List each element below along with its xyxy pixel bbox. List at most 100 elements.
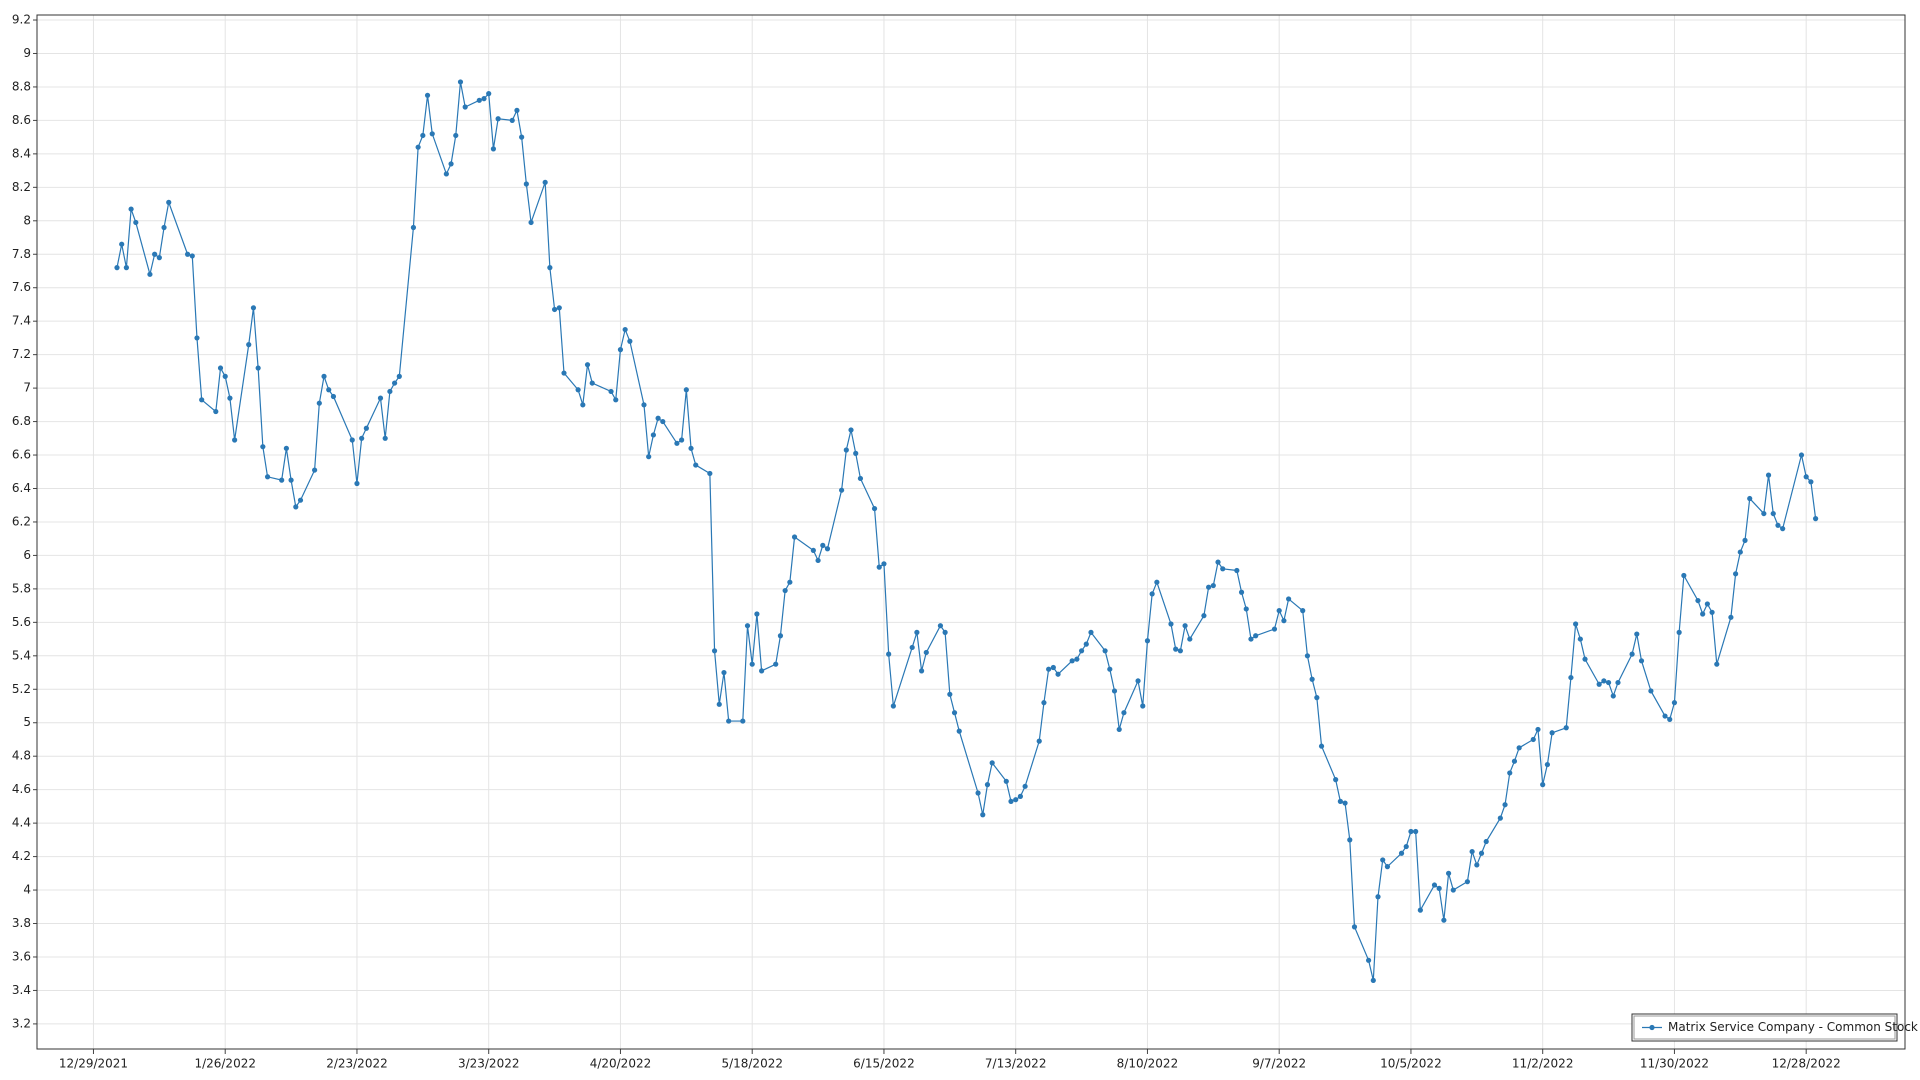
data-point	[194, 335, 200, 341]
data-point	[1634, 631, 1640, 637]
data-point	[759, 668, 765, 674]
data-point	[246, 342, 252, 348]
data-point	[359, 435, 365, 441]
data-point	[556, 305, 562, 311]
data-point	[1648, 688, 1654, 694]
data-point	[1055, 671, 1061, 677]
data-point	[1761, 510, 1767, 517]
data-point	[415, 144, 421, 150]
data-point	[1733, 571, 1739, 577]
data-point	[1709, 609, 1715, 615]
data-point	[1681, 572, 1687, 579]
data-point	[1445, 870, 1452, 876]
x-tick-label: 9/7/2022	[1252, 1057, 1306, 1071]
data-point	[1121, 710, 1127, 716]
data-point	[1502, 802, 1508, 808]
y-tick-label: 6.4	[12, 481, 31, 495]
data-point	[1333, 777, 1339, 783]
data-point	[1314, 695, 1320, 701]
data-point	[1530, 736, 1536, 743]
data-point	[1700, 611, 1706, 617]
data-point	[184, 251, 191, 257]
data-point	[250, 305, 257, 311]
data-point	[1234, 567, 1240, 574]
data-point	[1398, 850, 1405, 856]
data-point	[1154, 579, 1160, 585]
data-point	[777, 633, 784, 639]
data-point	[222, 373, 228, 379]
plot-frame	[36, 14, 1906, 1050]
data-point	[890, 703, 896, 709]
data-point	[956, 728, 962, 734]
data-point	[486, 91, 492, 97]
data-point	[617, 347, 624, 353]
data-point	[876, 564, 882, 570]
y-tick-label: 4	[23, 883, 31, 897]
data-point	[1714, 661, 1720, 667]
data-point	[128, 206, 134, 212]
series-line	[116, 81, 1817, 981]
y-tick-label: 3.6	[12, 949, 31, 963]
data-point	[1149, 591, 1155, 597]
data-point	[575, 387, 581, 393]
data-point	[1780, 526, 1786, 532]
data-point	[1408, 828, 1414, 835]
data-point	[1342, 800, 1348, 806]
data-point	[542, 179, 548, 185]
x-tick-label: 11/30/2022	[1640, 1057, 1709, 1071]
data-point	[1102, 648, 1108, 654]
data-point	[1177, 648, 1183, 654]
data-point	[1540, 782, 1546, 788]
data-point	[1083, 641, 1089, 647]
x-tick-label: 12/28/2022	[1772, 1057, 1841, 1071]
data-point	[1271, 626, 1278, 632]
data-point	[1483, 838, 1489, 845]
data-point	[424, 92, 431, 98]
data-point	[330, 393, 337, 400]
data-point	[655, 415, 661, 421]
y-tick-label: 9.2	[12, 13, 31, 27]
data-point	[1248, 636, 1254, 642]
data-point	[1577, 636, 1583, 642]
data-point	[853, 450, 859, 456]
data-point	[754, 611, 760, 617]
data-point	[820, 542, 826, 548]
legend-inner	[1633, 1015, 1896, 1040]
data-point	[1812, 516, 1819, 522]
data-point	[646, 454, 652, 460]
data-point	[1300, 608, 1306, 614]
data-point	[1286, 596, 1292, 602]
data-point	[1309, 676, 1315, 682]
y-tick-label: 5.6	[12, 615, 31, 629]
y-tick-label: 8.2	[12, 180, 31, 194]
x-tick-label: 8/10/2022	[1117, 1057, 1179, 1071]
data-point	[857, 475, 864, 482]
data-point	[509, 117, 515, 124]
data-point	[1516, 745, 1522, 751]
data-point	[984, 782, 991, 788]
x-tick-label: 2/23/2022	[326, 1057, 388, 1071]
data-point	[881, 561, 887, 567]
data-point	[1747, 495, 1753, 502]
data-point	[1144, 638, 1151, 644]
x-tick-label: 7/13/2022	[985, 1057, 1047, 1071]
data-point	[133, 219, 139, 226]
data-point	[429, 131, 435, 137]
data-point	[547, 265, 553, 271]
data-point	[1116, 726, 1122, 733]
data-point	[161, 224, 167, 231]
data-point	[114, 265, 120, 271]
data-point	[679, 437, 685, 443]
data-point	[622, 326, 628, 333]
data-point	[227, 395, 233, 401]
data-point	[1304, 653, 1311, 659]
data-point	[674, 440, 680, 446]
data-point	[1017, 793, 1024, 799]
data-point	[848, 427, 854, 433]
data-point	[726, 718, 732, 724]
y-tick-label: 7.4	[12, 314, 31, 328]
data-point	[608, 388, 614, 395]
data-point	[1629, 651, 1635, 657]
data-point	[264, 474, 271, 480]
